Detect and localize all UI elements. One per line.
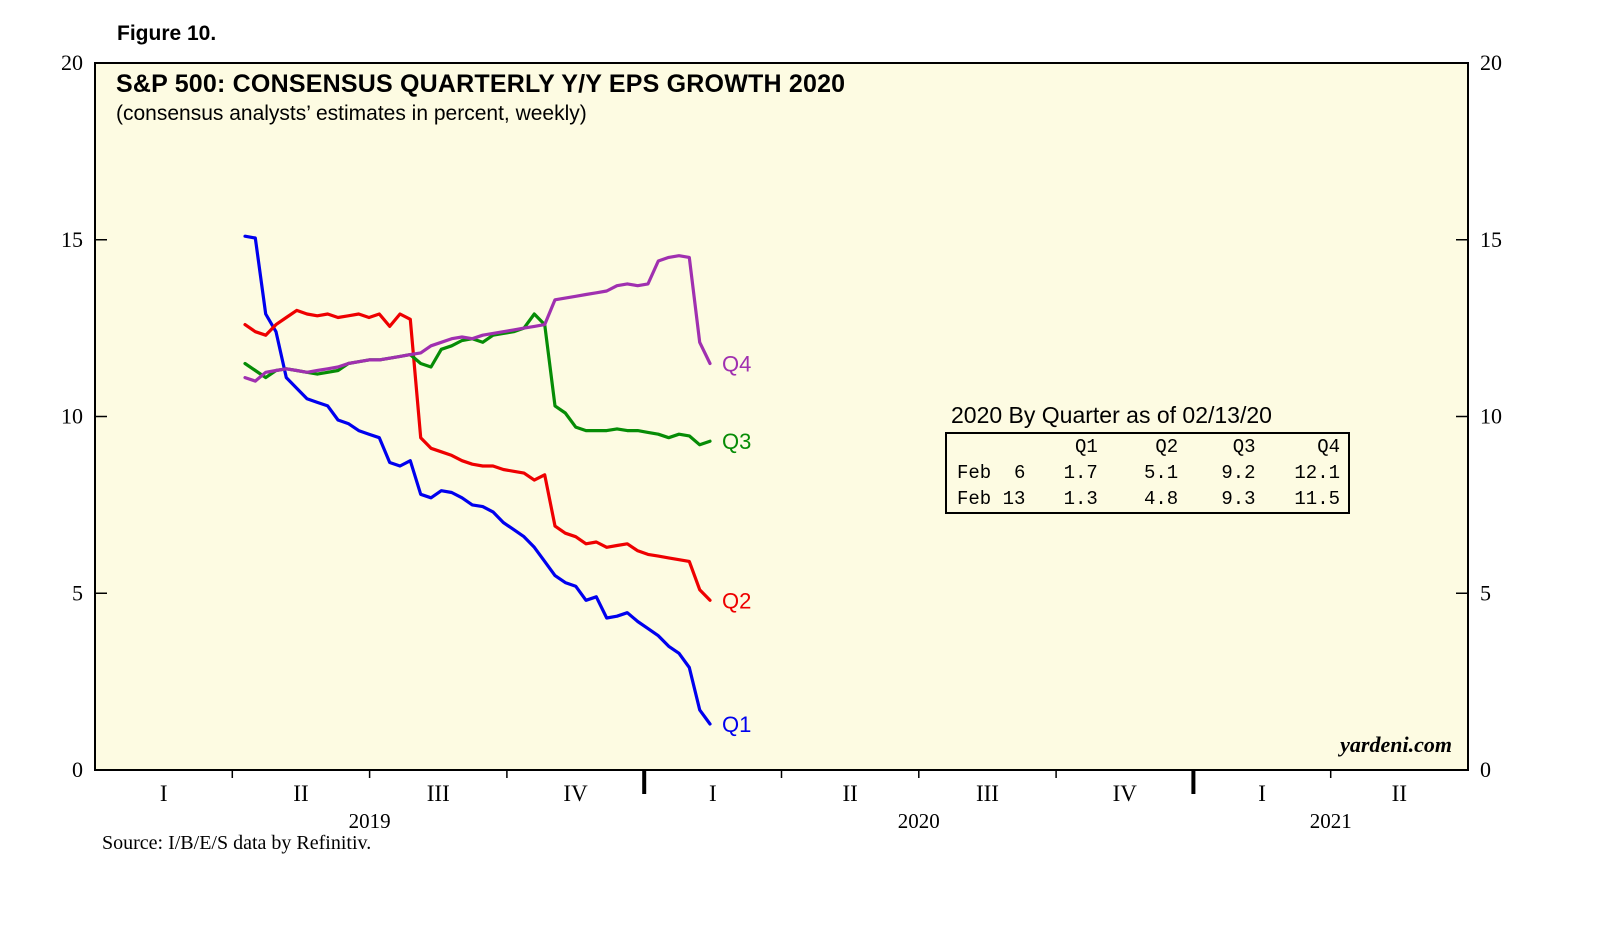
q1-line [243, 234, 712, 726]
quarter-table-grid: Q1 Q2 Q3 Q4 Feb 6 1.7 5.1 9.2 12.1 Feb 1… [945, 432, 1350, 514]
quarter-label: I [709, 781, 717, 806]
q3-label: Q3 [722, 429, 751, 454]
y-tick-label-right: 0 [1480, 757, 1491, 782]
table-col-q4: Q4 [1317, 436, 1340, 458]
year-label: 2021 [1310, 809, 1352, 833]
table-header-row: Q1 Q2 Q3 Q4 [946, 433, 1349, 460]
year-label: 2020 [898, 809, 940, 833]
cell: 9.3 [1221, 488, 1256, 510]
y-tick-label-left: 20 [61, 50, 83, 75]
y-tick-label-left: 5 [72, 580, 83, 605]
table-row: Feb 13 1.3 4.8 9.3 11.5 [946, 486, 1349, 513]
chart-subtitle: (consensus analysts’ estimates in percen… [116, 102, 587, 125]
y-tick-label-right: 20 [1480, 50, 1502, 75]
row-label: Feb 6 [957, 462, 1026, 484]
q1-label: Q1 [722, 712, 751, 737]
q3-line [243, 312, 712, 447]
table-col-q3: Q3 [1232, 436, 1256, 458]
cell: 5.1 [1143, 462, 1179, 484]
quarter-label: IV [1113, 781, 1138, 806]
quarter-label: II [842, 781, 857, 806]
quarter-label: III [976, 781, 999, 806]
cell: 12.1 [1294, 462, 1340, 484]
y-tick-label-left: 0 [72, 757, 83, 782]
quarter-label: I [1258, 781, 1266, 806]
cell: 4.8 [1143, 488, 1179, 510]
yardeni-watermark: yardeni.com [1340, 732, 1452, 757]
plot-area [94, 62, 1469, 771]
chart-title: S&P 500: CONSENSUS QUARTERLY Y/Y EPS GRO… [116, 70, 846, 98]
table-corner-cell [946, 433, 1036, 460]
table-row: Feb 6 1.7 5.1 9.2 12.1 [946, 460, 1349, 486]
y-tick-label-right: 10 [1480, 404, 1502, 429]
figure-label: Figure 10. [117, 22, 217, 45]
year-label: 2019 [349, 809, 391, 833]
quarter-label: II [293, 781, 308, 806]
cell: 11.5 [1294, 488, 1340, 510]
quarter-table-heading: 2020 By Quarter as of 02/13/20 [951, 402, 1272, 428]
quarter-label: III [427, 781, 450, 806]
source-note: Source: I/B/E/S data by Refinitiv. [102, 832, 372, 854]
y-tick-label-left: 15 [61, 227, 83, 252]
quarter-label: II [1392, 781, 1407, 806]
y-tick-label-left: 10 [61, 404, 83, 429]
y-tick-label-right: 15 [1480, 227, 1502, 252]
cell: 1.7 [1063, 462, 1098, 484]
quarter-label: IV [563, 781, 588, 806]
y-tick-label-right: 5 [1480, 580, 1491, 605]
q4-label: Q4 [722, 351, 751, 376]
q4-line [243, 254, 712, 383]
quarter-label: I [160, 781, 168, 806]
table-col-q1: Q1 [1074, 436, 1098, 458]
table-col-q2: Q2 [1155, 436, 1179, 458]
cell: 1.3 [1063, 488, 1098, 510]
row-label: Feb 13 [957, 488, 1026, 510]
q2-line [243, 308, 712, 602]
cell: 9.2 [1221, 462, 1256, 484]
q2-label: Q2 [722, 588, 751, 613]
quarter-table: 2020 By Quarter as of 02/13/20 Q1 Q2 Q3 … [945, 402, 1365, 514]
